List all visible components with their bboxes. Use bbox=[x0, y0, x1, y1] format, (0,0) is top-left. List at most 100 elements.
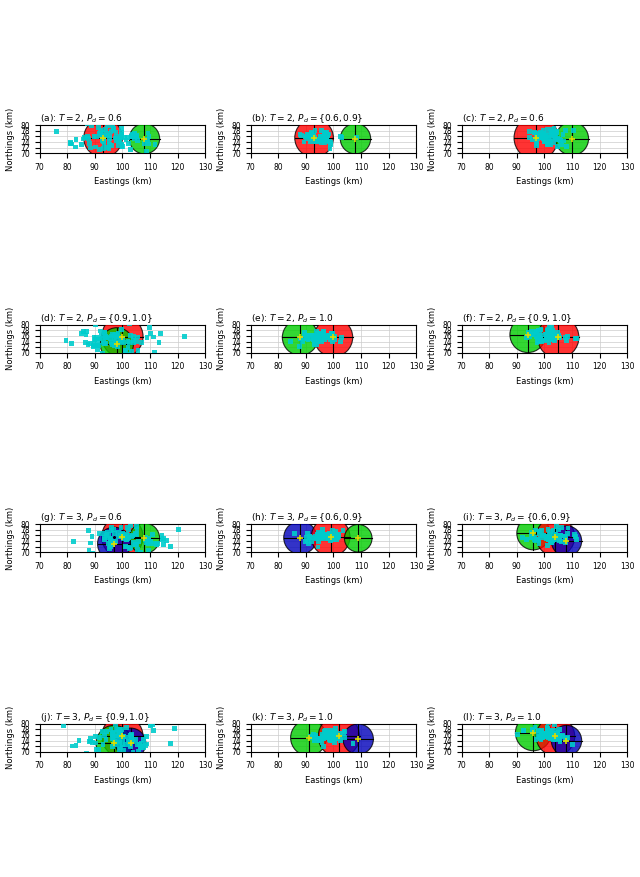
Point bbox=[92, 343, 102, 357]
Point bbox=[534, 524, 545, 538]
Point bbox=[309, 332, 319, 346]
Point bbox=[117, 528, 127, 542]
Point bbox=[149, 346, 159, 360]
Point bbox=[97, 724, 108, 738]
Point bbox=[534, 326, 544, 340]
Point bbox=[550, 329, 561, 343]
Point bbox=[116, 521, 126, 535]
Point bbox=[111, 329, 121, 343]
Point bbox=[118, 730, 128, 744]
Point bbox=[132, 133, 143, 147]
Point bbox=[116, 121, 127, 135]
Point bbox=[542, 122, 552, 136]
Point bbox=[88, 339, 98, 353]
Point bbox=[321, 530, 332, 544]
Point bbox=[318, 326, 328, 340]
Point bbox=[518, 724, 528, 738]
Point bbox=[109, 331, 119, 345]
Point bbox=[127, 345, 137, 359]
Point bbox=[118, 751, 128, 765]
Point bbox=[544, 319, 554, 333]
Point bbox=[300, 327, 310, 341]
Point bbox=[306, 126, 316, 140]
Point bbox=[143, 533, 154, 547]
Point bbox=[563, 526, 573, 540]
Point bbox=[109, 735, 120, 749]
Point bbox=[524, 329, 534, 343]
Point bbox=[294, 339, 305, 353]
Point bbox=[319, 125, 330, 139]
Point bbox=[334, 732, 344, 746]
Point bbox=[543, 729, 553, 743]
Point bbox=[307, 534, 317, 548]
Point bbox=[321, 729, 332, 743]
Point bbox=[541, 730, 552, 744]
Circle shape bbox=[284, 521, 317, 554]
Point bbox=[127, 528, 138, 542]
Point bbox=[545, 530, 555, 544]
Point bbox=[328, 727, 338, 741]
Point bbox=[301, 132, 312, 146]
Point bbox=[125, 739, 136, 753]
Point bbox=[334, 529, 344, 543]
Point bbox=[141, 536, 152, 550]
Point bbox=[534, 537, 544, 551]
Point bbox=[128, 735, 138, 749]
Circle shape bbox=[551, 526, 582, 556]
Point bbox=[125, 142, 136, 156]
Point bbox=[317, 531, 327, 545]
Point bbox=[311, 338, 321, 352]
Point bbox=[301, 531, 311, 545]
Point bbox=[300, 130, 310, 144]
Point bbox=[325, 136, 335, 150]
Point bbox=[141, 738, 151, 752]
Point bbox=[314, 525, 324, 539]
Point bbox=[84, 734, 95, 748]
Point bbox=[316, 527, 326, 541]
Point bbox=[544, 324, 554, 339]
Point bbox=[120, 344, 131, 358]
Point bbox=[517, 531, 527, 545]
Point bbox=[100, 330, 110, 344]
Point bbox=[532, 131, 542, 145]
Point bbox=[326, 732, 336, 746]
Point bbox=[314, 332, 324, 346]
Point bbox=[103, 528, 113, 542]
Point bbox=[115, 134, 125, 148]
Point bbox=[98, 125, 108, 139]
Point bbox=[308, 332, 319, 346]
Point bbox=[305, 531, 316, 545]
Point bbox=[543, 727, 553, 741]
Point bbox=[319, 324, 329, 339]
Point bbox=[551, 533, 561, 547]
Point bbox=[105, 539, 115, 553]
Point bbox=[310, 135, 321, 149]
Point bbox=[542, 324, 552, 338]
Point bbox=[328, 528, 339, 542]
Point bbox=[563, 731, 573, 745]
Point bbox=[316, 132, 326, 146]
Point bbox=[154, 335, 164, 349]
Point bbox=[326, 534, 336, 548]
Point bbox=[118, 332, 128, 346]
Point bbox=[101, 724, 111, 738]
Point bbox=[570, 332, 580, 346]
Point bbox=[316, 133, 326, 147]
Point bbox=[548, 332, 559, 346]
Point bbox=[532, 335, 542, 349]
Point bbox=[123, 528, 133, 542]
Point bbox=[545, 524, 556, 538]
Point bbox=[126, 130, 136, 144]
Point bbox=[122, 540, 132, 554]
Point bbox=[541, 327, 552, 341]
X-axis label: Eastings (km): Eastings (km) bbox=[516, 377, 573, 386]
Point bbox=[108, 731, 118, 745]
Point bbox=[329, 736, 339, 750]
Point bbox=[540, 127, 550, 141]
Point bbox=[550, 125, 561, 139]
Point bbox=[315, 130, 325, 144]
Point bbox=[313, 334, 323, 348]
Point bbox=[95, 526, 105, 540]
Point bbox=[326, 528, 336, 542]
Point bbox=[548, 136, 559, 150]
